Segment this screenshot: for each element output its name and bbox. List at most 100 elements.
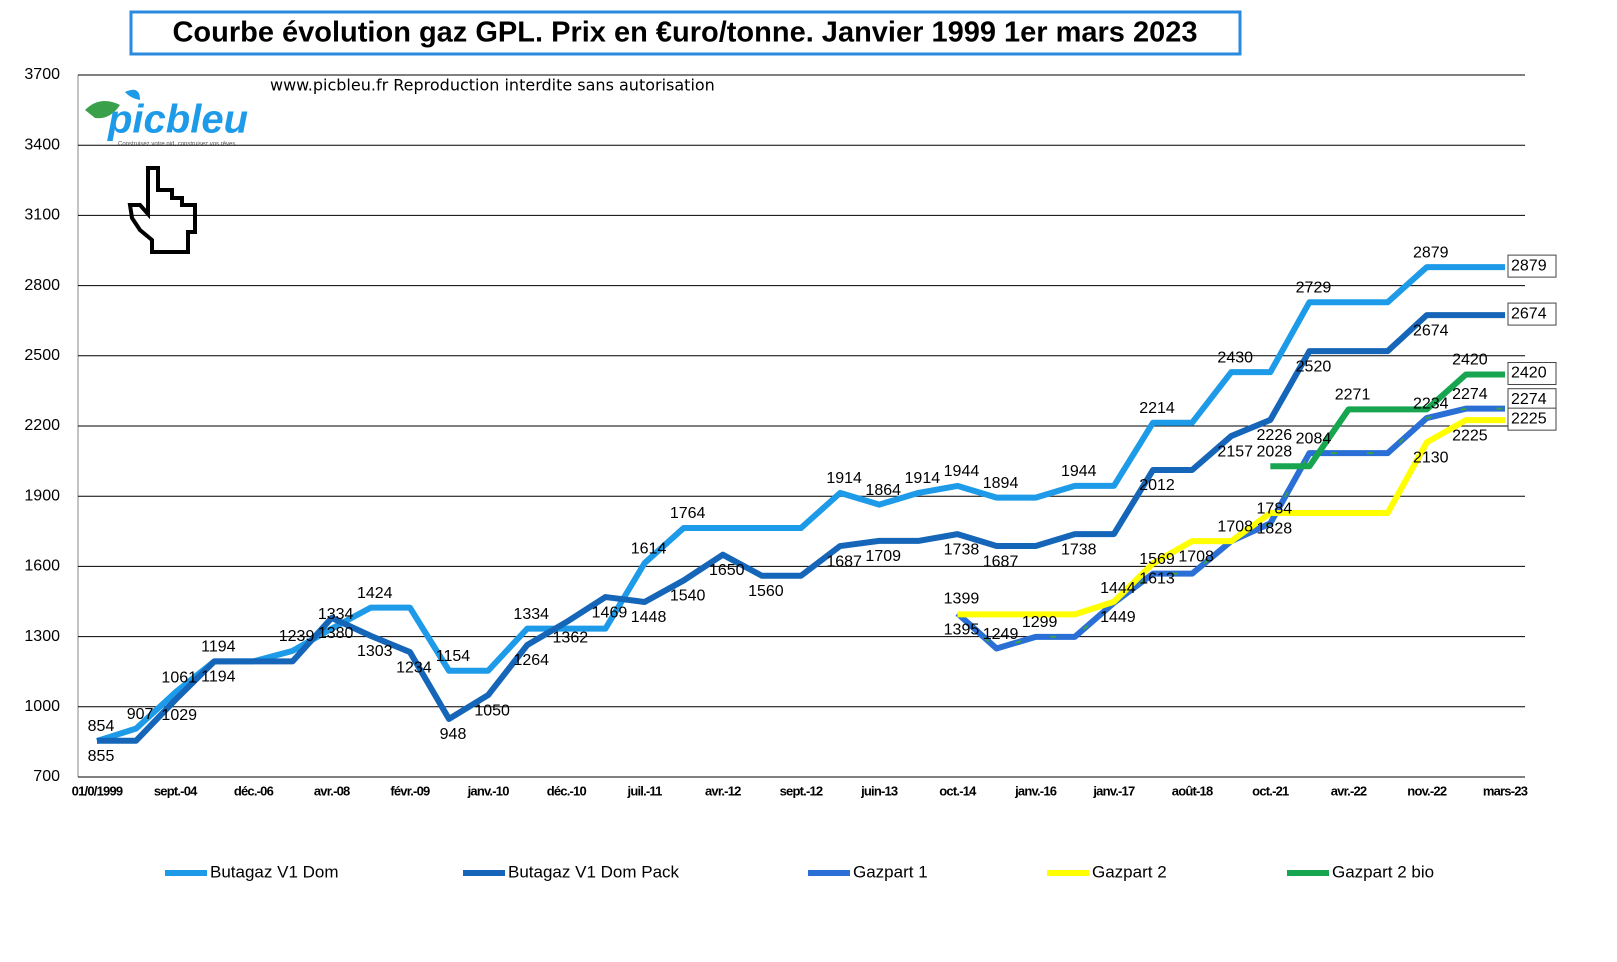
x-tick-label: 01/0/1999 [72,783,123,798]
y-tick-label: 2800 [24,277,60,294]
legend-item: Gazpart 1 [808,862,928,881]
value-label: 1894 [983,475,1019,492]
value-label: 1560 [748,583,784,600]
value-label: 2271 [1335,387,1371,404]
y-tick-label: 2200 [24,417,60,434]
value-label: 2420 [1511,365,1547,382]
value-label: 1303 [357,643,393,660]
series-line [96,264,1505,744]
value-label: 1784 [1257,501,1293,518]
x-tick-label: janv.-17 [1092,783,1135,798]
value-label: 907 [127,706,154,723]
value-label: 2430 [1217,349,1253,366]
x-tick-label: oct.-14 [939,783,977,798]
value-label: 1334 [513,606,549,623]
x-tick-label: janv.-10 [467,783,510,798]
x-tick-label: oct.-21 [1252,783,1289,798]
y-tick-label: 700 [33,768,60,785]
y-tick-label: 3400 [24,136,60,153]
x-tick-label: févr.-09 [390,783,430,798]
x-tick-label: sept.-12 [780,783,823,798]
value-label: 1614 [631,540,667,557]
value-label: 1709 [865,548,901,565]
logo-text: picbleu [107,98,248,142]
value-label: 2084 [1296,430,1332,447]
legend-label: Gazpart 2 [1092,862,1167,881]
legend-label: Gazpart 2 bio [1332,862,1434,881]
value-label: 1738 [944,541,980,558]
value-label: 1061 [161,670,197,687]
value-label: 2674 [1511,305,1547,322]
value-label-box [1507,362,1557,386]
series-line [957,417,1505,618]
value-label: 1395 [944,622,980,639]
value-label: 2729 [1296,279,1332,296]
value-label: 1650 [709,562,745,579]
value-label: 1194 [201,639,236,656]
x-tick-label: avr.-12 [705,783,741,798]
value-label: 1613 [1139,571,1175,588]
value-label: 2130 [1413,450,1449,467]
pointer-icon [127,166,197,254]
value-label: 1448 [631,609,667,626]
x-tick-label: mars-23 [1483,783,1528,798]
x-tick-label: juin-13 [860,783,898,798]
value-label: 1708 [1217,518,1253,535]
legend-item: Gazpart 2 [1047,862,1167,881]
series-line [97,312,1505,744]
value-label: 1334 [318,606,354,623]
value-label: 1299 [1022,614,1058,631]
value-label: 2879 [1511,257,1547,274]
y-tick-label: 2500 [24,347,60,364]
value-label: 1569 [1139,551,1175,568]
value-label: 1399 [944,591,980,608]
value-label: 1362 [553,629,589,646]
value-label: 1154 [436,648,471,665]
value-label: 1687 [983,553,1019,570]
value-label: 2674 [1413,322,1449,339]
y-tick-label: 1600 [24,558,60,575]
value-label: 1469 [592,604,628,621]
logo: picbleu Construisez votre nid, construis… [85,89,248,148]
value-label: 2879 [1413,244,1449,261]
value-label: 1864 [865,482,901,499]
y-tick-label: 3700 [24,66,60,83]
x-tick-label: nov.-22 [1407,783,1447,798]
x-tick-label: déc.-06 [234,783,274,798]
value-label: 2225 [1452,427,1488,444]
annotation: www.picbleu.fr Reproduction interdite sa… [270,76,715,95]
value-label: 1050 [474,702,510,719]
legend-label: Gazpart 1 [853,862,928,881]
chart-title: Courbe évolution gaz GPL. Prix en €uro/t… [172,17,1197,49]
value-label: 2274 [1511,391,1547,408]
value-label: 1234 [396,659,432,676]
value-label: 1540 [670,588,706,605]
value-label: 1449 [1100,609,1136,626]
value-label: 1249 [983,626,1019,643]
value-label: 2226 [1257,427,1293,444]
value-label: 2520 [1296,358,1332,375]
y-tick-label: 3100 [24,207,60,224]
value-label-box [1507,254,1557,278]
y-tick-label: 1000 [24,698,60,715]
value-label: 2274 [1452,386,1488,403]
value-label: 1687 [826,553,862,570]
value-label: 2214 [1139,400,1175,417]
legend-label: Butagaz V1 Dom Pack [508,862,680,881]
y-tick-label: 1300 [24,628,60,645]
value-label: 1944 [944,463,980,480]
value-label: 1194 [201,669,236,686]
x-tick-label: juil.-11 [627,783,663,798]
value-label: 2028 [1257,443,1293,460]
value-label: 2225 [1511,410,1547,427]
x-tick-label: août-18 [1172,783,1213,798]
value-label: 1264 [513,652,549,669]
value-label: 2420 [1452,352,1488,369]
logo-tagline: Construisez votre nid, construisez vos r… [118,142,235,148]
value-label: 1444 [1100,580,1136,597]
value-label: 1914 [826,470,862,487]
x-tick-label: avr.-08 [314,783,350,798]
value-label: 1944 [1061,463,1097,480]
value-label-box [1507,407,1557,431]
